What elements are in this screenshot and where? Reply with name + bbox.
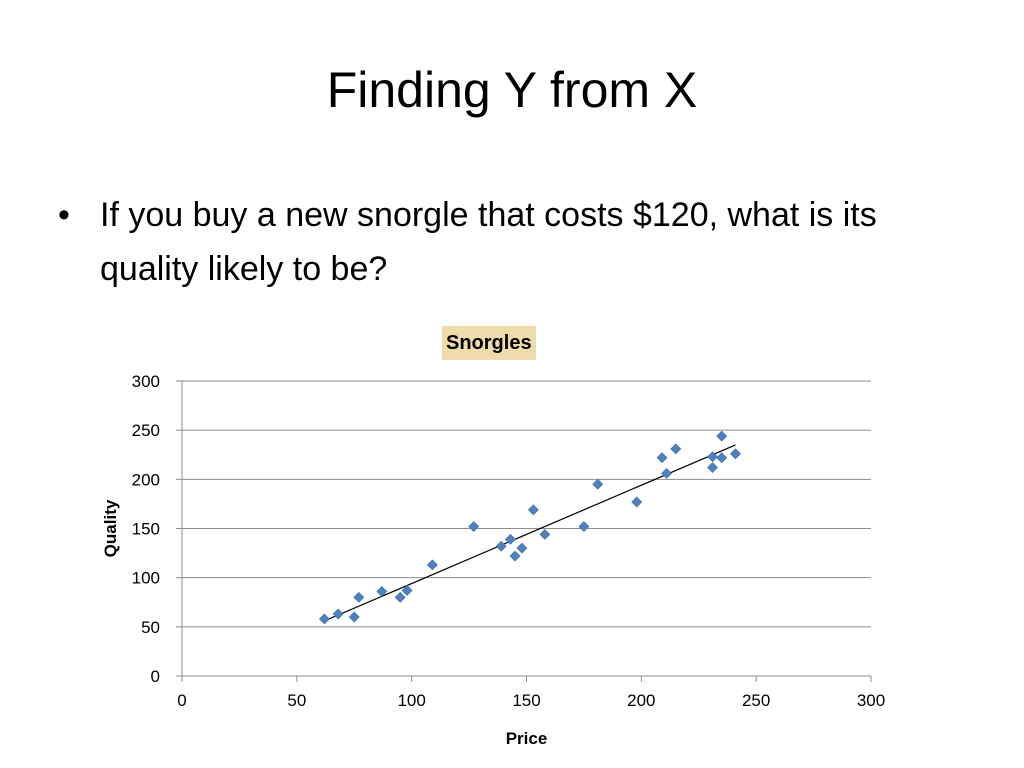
x-tick-label: 200 — [627, 691, 655, 710]
data-point — [353, 591, 365, 603]
data-point — [716, 430, 728, 442]
data-point — [318, 613, 330, 625]
data-point — [394, 591, 406, 603]
data-point — [707, 451, 718, 463]
data-point — [578, 521, 590, 532]
bullet-text: If you buy a new snorgle that costs $120… — [100, 196, 877, 288]
x-tick-label: 150 — [512, 691, 540, 710]
data-point — [527, 504, 539, 516]
y-tick-label: 200 — [132, 470, 160, 489]
bullet-icon: • — [58, 196, 70, 234]
data-point — [539, 528, 551, 540]
data-point — [656, 452, 668, 464]
y-axis-title: Quality — [101, 499, 120, 557]
data-point — [670, 443, 682, 455]
chart-title: Snorgles — [442, 326, 536, 360]
data-point — [495, 540, 507, 552]
data-point — [426, 559, 438, 571]
y-tick-label: 150 — [132, 520, 160, 539]
data-point — [730, 448, 741, 460]
data-point — [401, 585, 413, 596]
x-tick-label: 100 — [397, 691, 425, 710]
data-point — [332, 608, 344, 620]
x-tick-label: 50 — [287, 691, 306, 710]
data-point — [468, 521, 480, 532]
data-point — [707, 462, 718, 473]
x-tick-label: 300 — [857, 691, 885, 710]
slide-title: Finding Y from X — [326, 62, 698, 118]
data-point — [509, 550, 521, 562]
y-tick-label: 250 — [132, 421, 160, 440]
x-tick-label: 0 — [177, 691, 186, 710]
y-tick-label: 300 — [132, 372, 160, 391]
data-point — [716, 452, 728, 464]
y-tick-label: 100 — [132, 569, 160, 588]
data-point — [631, 496, 643, 508]
y-tick-label: 50 — [141, 618, 160, 637]
data-point — [376, 586, 388, 597]
x-axis-title: Price — [506, 729, 548, 748]
data-point — [592, 478, 604, 490]
trendline — [324, 444, 736, 622]
data-point — [348, 611, 360, 623]
data-point — [661, 468, 673, 479]
x-tick-label: 250 — [742, 691, 770, 710]
y-tick-label: 0 — [151, 667, 160, 686]
data-point — [516, 542, 528, 554]
bullet-item: • If you buy a new snorgle that costs $1… — [58, 188, 958, 296]
data-point — [504, 533, 516, 545]
